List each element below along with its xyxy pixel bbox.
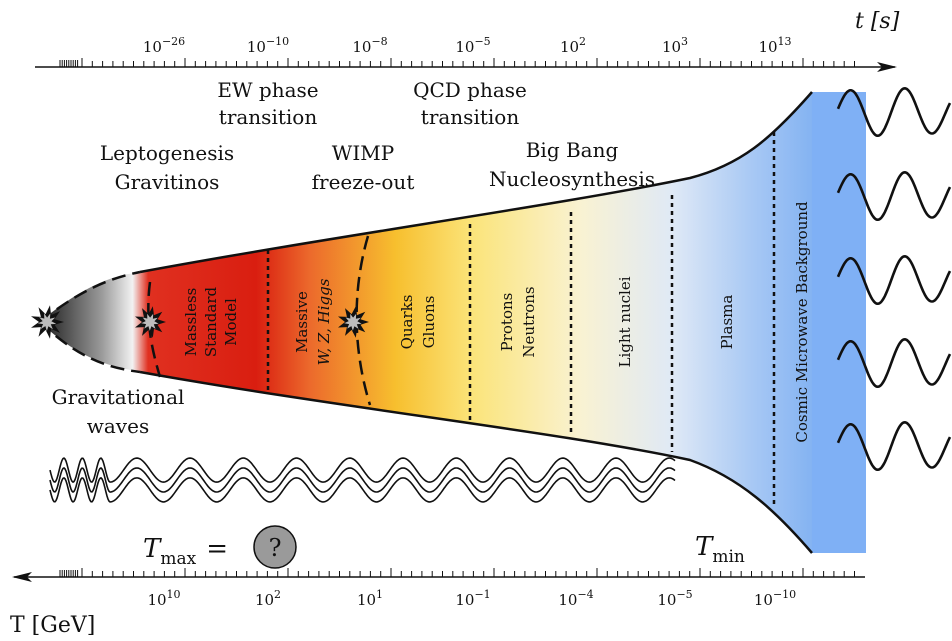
- label-bbn-2: Nucleosynthesis: [489, 167, 655, 191]
- time-axis-tick-label: 10−8: [352, 35, 387, 56]
- label-gw-1: Gravitational: [52, 385, 185, 409]
- gw-trace: [49, 467, 676, 493]
- explosion-star-core-icon: [141, 313, 159, 331]
- divider-dashed-qcd: [355, 235, 372, 406]
- temperature-axis-tick-label: 10−5: [657, 588, 692, 609]
- era-plasma: Plasma: [718, 295, 736, 350]
- label-qcd-2: transition: [421, 105, 520, 129]
- cmb-photon-wave: [836, 420, 952, 471]
- tube-lower-dashed: [39, 321, 141, 374]
- label-gw-2: waves: [87, 414, 149, 438]
- temperature-axis-minor-ticks: [59, 568, 855, 577]
- temperature-axis-tick-label: 10−10: [754, 588, 796, 609]
- era-quarks-1: Quarks: [398, 295, 416, 350]
- time-axis-tick-label: 10−26: [143, 35, 185, 56]
- temperature-axis-tick-label: 10−1: [455, 588, 490, 609]
- tmax-label: Tmax =: [143, 534, 228, 569]
- cmb-photon-wave: [836, 170, 952, 221]
- temperature-axis-tick-label: 102: [255, 588, 281, 609]
- label-ew-2: transition: [219, 105, 318, 129]
- temperature-axis-tick-label: 101: [357, 588, 383, 609]
- cmb-photon-wave: [836, 254, 952, 305]
- time-axis-tick-label: 102: [560, 35, 586, 56]
- tmin-label: Tmin: [695, 532, 745, 567]
- cmb-photon-waves: [836, 86, 952, 471]
- explosion-star-core-icon: [37, 313, 57, 332]
- era-massless-3: Model: [222, 298, 240, 346]
- era-massless-2: Standard: [202, 286, 220, 357]
- temperature-axis-tick-label: 1010: [147, 588, 180, 609]
- time-axis-tick-label: 1013: [758, 35, 791, 56]
- plasma-tube: [40, 92, 812, 553]
- tube-upper-dashed: [39, 270, 141, 323]
- era-quarks-2: Gluons: [420, 296, 438, 349]
- label-leptogenesis-1: Leptogenesis: [100, 141, 234, 165]
- label-ew-1: EW phase: [217, 78, 318, 102]
- explosion-star-core-icon: [344, 313, 362, 331]
- era-protons-2: Neutrons: [520, 286, 538, 357]
- label-bbn-1: Big Bang: [526, 138, 619, 162]
- temperature-axis-label: T [GeV]: [10, 613, 95, 638]
- label-wimp-1: WIMP: [332, 141, 394, 165]
- time-axis-minor-ticks: [59, 58, 855, 67]
- cmb-photon-wave: [836, 337, 952, 388]
- time-axis-tick-label: 10−10: [247, 35, 289, 56]
- era-massive-2: W, Z, Higgs: [315, 278, 333, 365]
- label-wimp-2: freeze-out: [312, 170, 415, 194]
- divider-dashed-early: [147, 281, 162, 378]
- time-axis-label: t [s]: [855, 9, 900, 34]
- gw-trace: [49, 457, 676, 484]
- tmax-unknown-mark: ?: [269, 534, 282, 562]
- time-axis-tick-label: 10−5: [455, 35, 490, 56]
- cmb-photon-wave: [836, 86, 952, 137]
- gravitational-wave-lines: [49, 457, 676, 503]
- era-massive-1: Massive: [293, 291, 311, 353]
- era-light-nuclei: Light nuclei: [616, 276, 634, 367]
- tmax-unknown-disc: [253, 525, 297, 569]
- label-leptogenesis-2: Gravitinos: [115, 170, 220, 194]
- tube-upper-edge: [139, 91, 813, 274]
- era-massless-1: Massless: [182, 288, 200, 357]
- tube-lower-edge: [139, 370, 813, 554]
- label-qcd-1: QCD phase: [413, 78, 527, 102]
- era-protons-1: Protons: [498, 293, 516, 352]
- temperature-axis-tick-label: 10−4: [558, 588, 593, 609]
- era-cmb: Cosmic Microwave Background: [793, 201, 811, 443]
- cmb-band: [812, 92, 866, 553]
- gw-trace: [49, 476, 676, 503]
- time-axis-tick-label: 103: [662, 35, 688, 56]
